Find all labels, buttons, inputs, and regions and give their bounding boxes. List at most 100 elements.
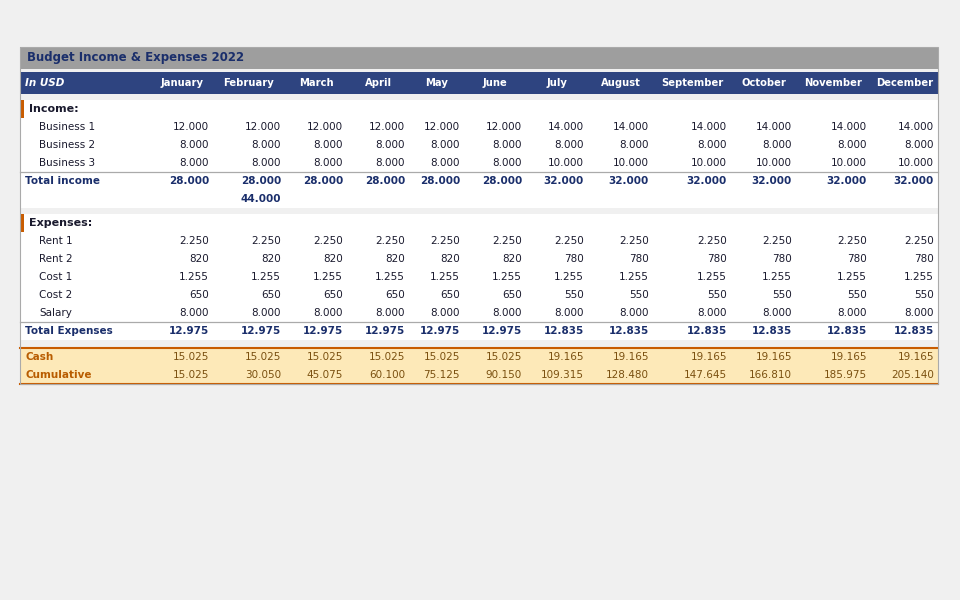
Text: Rent 2: Rent 2 [39, 254, 73, 264]
Text: June: June [483, 78, 508, 88]
Bar [20, 136, 938, 154]
Text: 8.000: 8.000 [762, 140, 792, 150]
Text: Business 2: Business 2 [39, 140, 95, 150]
Text: 1.255: 1.255 [430, 272, 460, 282]
Text: 1.255: 1.255 [313, 272, 343, 282]
Text: 32.000: 32.000 [827, 176, 867, 186]
Text: 12.835: 12.835 [609, 326, 649, 336]
Text: 650: 650 [385, 290, 405, 300]
Text: 12.835: 12.835 [894, 326, 934, 336]
Text: Cost 1: Cost 1 [39, 272, 72, 282]
Bar [20, 118, 938, 136]
Text: 12.975: 12.975 [169, 326, 209, 336]
Text: 147.645: 147.645 [684, 370, 727, 380]
Text: 15.025: 15.025 [306, 352, 343, 362]
Text: 128.480: 128.480 [606, 370, 649, 380]
Bar [20, 154, 938, 172]
Text: 109.315: 109.315 [541, 370, 584, 380]
Text: 32.000: 32.000 [752, 176, 792, 186]
Bar [20, 190, 938, 208]
Text: 8.000: 8.000 [492, 308, 522, 318]
Text: 12.000: 12.000 [173, 122, 209, 132]
Bar [20, 268, 938, 286]
Text: 12.000: 12.000 [424, 122, 460, 132]
Text: 185.975: 185.975 [824, 370, 867, 380]
Bar [20, 348, 938, 366]
Bar [20, 322, 938, 340]
Text: 28.000: 28.000 [420, 176, 460, 186]
Text: 12.975: 12.975 [420, 326, 460, 336]
Text: 1.255: 1.255 [697, 272, 727, 282]
Text: 12.000: 12.000 [245, 122, 281, 132]
Text: 12.975: 12.975 [482, 326, 522, 336]
Text: 12.000: 12.000 [486, 122, 522, 132]
Text: 12.975: 12.975 [365, 326, 405, 336]
Text: 75.125: 75.125 [423, 370, 460, 380]
Text: 8.000: 8.000 [375, 158, 405, 168]
Text: 28.000: 28.000 [169, 176, 209, 186]
Text: 1.255: 1.255 [180, 272, 209, 282]
Text: 780: 780 [848, 254, 867, 264]
Text: 1.255: 1.255 [492, 272, 522, 282]
Text: Budget Income & Expenses 2022: Budget Income & Expenses 2022 [27, 52, 244, 64]
Text: 2.250: 2.250 [375, 236, 405, 246]
Text: September: September [660, 78, 723, 88]
Text: 8.000: 8.000 [492, 158, 522, 168]
Text: 2.250: 2.250 [904, 236, 934, 246]
Text: 15.025: 15.025 [245, 352, 281, 362]
Text: Income:: Income: [29, 104, 79, 114]
Text: 14.000: 14.000 [612, 122, 649, 132]
Text: 820: 820 [441, 254, 460, 264]
Text: 550: 550 [564, 290, 584, 300]
Text: 2.250: 2.250 [697, 236, 727, 246]
Text: 1.255: 1.255 [619, 272, 649, 282]
Text: November: November [804, 78, 862, 88]
Text: 19.165: 19.165 [547, 352, 584, 362]
Text: 8.000: 8.000 [430, 158, 460, 168]
Text: 820: 820 [502, 254, 522, 264]
Text: 8.000: 8.000 [837, 308, 867, 318]
Text: 32.000: 32.000 [894, 176, 934, 186]
Text: 780: 780 [772, 254, 792, 264]
Text: 166.810: 166.810 [749, 370, 792, 380]
Text: 28.000: 28.000 [302, 176, 343, 186]
Text: 780: 780 [708, 254, 727, 264]
Text: 650: 650 [502, 290, 522, 300]
Text: 8.000: 8.000 [904, 140, 934, 150]
Text: 1.255: 1.255 [252, 272, 281, 282]
Text: Cost 2: Cost 2 [39, 290, 72, 300]
Text: 550: 550 [772, 290, 792, 300]
Text: 10.000: 10.000 [691, 158, 727, 168]
Text: 10.000: 10.000 [756, 158, 792, 168]
Text: 28.000: 28.000 [241, 176, 281, 186]
Bar [20, 100, 938, 118]
Text: 820: 820 [261, 254, 281, 264]
Text: July: July [546, 78, 567, 88]
Text: 28.000: 28.000 [365, 176, 405, 186]
Text: 8.000: 8.000 [430, 140, 460, 150]
Text: In USD: In USD [25, 78, 64, 88]
Text: 205.140: 205.140 [891, 370, 934, 380]
Text: 12.835: 12.835 [686, 326, 727, 336]
Text: 1.255: 1.255 [375, 272, 405, 282]
Bar [20, 47, 938, 69]
Text: 2.250: 2.250 [762, 236, 792, 246]
Text: 8.000: 8.000 [762, 308, 792, 318]
Text: 2.250: 2.250 [313, 236, 343, 246]
Text: 2.250: 2.250 [252, 236, 281, 246]
Text: Total income: Total income [25, 176, 100, 186]
Text: 650: 650 [324, 290, 343, 300]
Text: October: October [741, 78, 786, 88]
Bar [20, 172, 938, 190]
Text: 14.000: 14.000 [756, 122, 792, 132]
Text: 2.250: 2.250 [492, 236, 522, 246]
Text: 550: 550 [629, 290, 649, 300]
Text: 19.165: 19.165 [830, 352, 867, 362]
Text: 90.150: 90.150 [486, 370, 522, 380]
Text: 8.000: 8.000 [698, 308, 727, 318]
Text: 44.000: 44.000 [241, 194, 281, 204]
Text: 15.025: 15.025 [369, 352, 405, 362]
Text: 14.000: 14.000 [830, 122, 867, 132]
Text: March: March [299, 78, 333, 88]
Bar [20, 286, 938, 304]
